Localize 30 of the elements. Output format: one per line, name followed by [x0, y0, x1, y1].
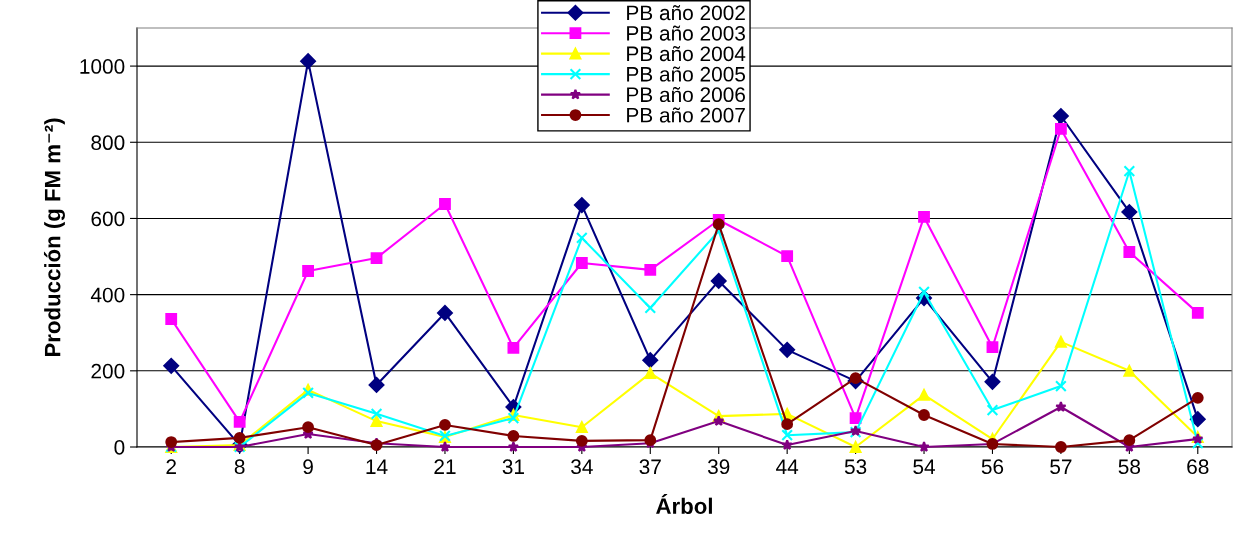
x-tick-label: 39	[707, 459, 730, 475]
x-tick-label: 68	[1187, 459, 1209, 475]
legend-label: PB año 2004	[627, 46, 746, 62]
x-tick-label: 8	[234, 459, 245, 475]
x-axis-title: Árbol	[656, 494, 712, 514]
x-tick-label: 9	[303, 459, 313, 475]
x-tick-label: 21	[434, 459, 456, 474]
legend-label: PB año 2002	[627, 5, 745, 21]
y-tick-label: 1000	[80, 59, 125, 74]
x-tick-label: 57	[1050, 459, 1072, 475]
x-tick-label: 56	[981, 459, 1004, 475]
x-tick-label: 54	[913, 459, 936, 475]
x-tick-label: 14	[366, 459, 388, 474]
y-tick-label: 800	[91, 135, 125, 151]
y-tick-label: 0	[114, 440, 125, 455]
y-tick-label: 200	[91, 363, 125, 379]
x-tick-label: 44	[776, 459, 799, 474]
x-tick-label: 2	[166, 459, 176, 474]
x-tick-label: 53	[844, 459, 867, 475]
x-tick-label: 37	[639, 459, 661, 475]
legend-label: PB año 2005	[627, 66, 746, 82]
y-tick-label: 600	[91, 211, 125, 227]
x-tick-label: 31	[502, 459, 524, 475]
legend-label: PB año 2003	[627, 25, 745, 41]
legend-label: PB año 2007	[627, 107, 745, 123]
y-axis-title: Producción (g FM m⁻²)	[43, 118, 65, 357]
y-tick-label: 400	[90, 287, 125, 303]
x-tick-label: 58	[1118, 459, 1141, 475]
x-tick-label: 34	[571, 459, 593, 475]
legend-label: PB año 2006	[627, 86, 745, 103]
